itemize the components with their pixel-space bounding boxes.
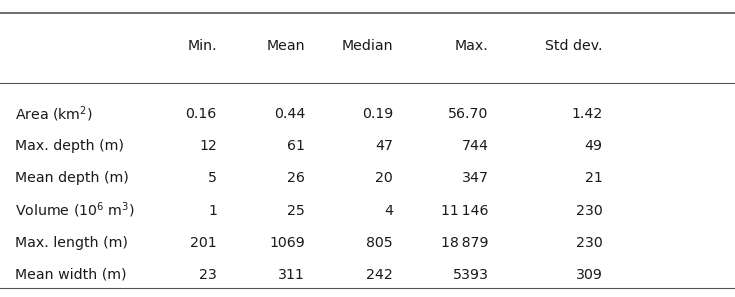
Text: 311: 311 xyxy=(279,268,305,282)
Text: 1.42: 1.42 xyxy=(571,107,603,121)
Text: 12: 12 xyxy=(199,139,217,154)
Text: Mean depth (m): Mean depth (m) xyxy=(15,171,129,186)
Text: 61: 61 xyxy=(287,139,305,154)
Text: 26: 26 xyxy=(287,171,305,186)
Text: 230: 230 xyxy=(576,236,603,250)
Text: 347: 347 xyxy=(462,171,489,186)
Text: Area (km$^{2}$): Area (km$^{2}$) xyxy=(15,105,93,124)
Text: 20: 20 xyxy=(376,171,393,186)
Text: 0.44: 0.44 xyxy=(273,107,305,121)
Text: Max.: Max. xyxy=(455,39,489,53)
Text: Max. depth (m): Max. depth (m) xyxy=(15,139,123,154)
Text: 201: 201 xyxy=(190,236,217,250)
Text: 11 146: 11 146 xyxy=(441,203,489,218)
Text: 4: 4 xyxy=(384,203,393,218)
Text: 56.70: 56.70 xyxy=(448,107,489,121)
Text: Std dev.: Std dev. xyxy=(545,39,603,53)
Text: 0.16: 0.16 xyxy=(185,107,217,121)
Text: 805: 805 xyxy=(367,236,393,250)
Text: 47: 47 xyxy=(376,139,393,154)
Text: 5393: 5393 xyxy=(453,268,489,282)
Text: 744: 744 xyxy=(462,139,489,154)
Text: 23: 23 xyxy=(199,268,217,282)
Text: Volume (10$^{6}$ m$^{3}$): Volume (10$^{6}$ m$^{3}$) xyxy=(15,201,135,220)
Text: Max. length (m): Max. length (m) xyxy=(15,236,128,250)
Text: 242: 242 xyxy=(367,268,393,282)
Text: 25: 25 xyxy=(287,203,305,218)
Text: 309: 309 xyxy=(576,268,603,282)
Text: 230: 230 xyxy=(576,203,603,218)
Text: 49: 49 xyxy=(585,139,603,154)
Text: Mean width (m): Mean width (m) xyxy=(15,268,126,282)
Text: 0.19: 0.19 xyxy=(362,107,393,121)
Text: Min.: Min. xyxy=(187,39,217,53)
Text: 21: 21 xyxy=(585,171,603,186)
Text: Mean: Mean xyxy=(266,39,305,53)
Text: 1069: 1069 xyxy=(269,236,305,250)
Text: Median: Median xyxy=(342,39,393,53)
Text: 1: 1 xyxy=(208,203,217,218)
Text: 18 879: 18 879 xyxy=(441,236,489,250)
Text: 5: 5 xyxy=(208,171,217,186)
